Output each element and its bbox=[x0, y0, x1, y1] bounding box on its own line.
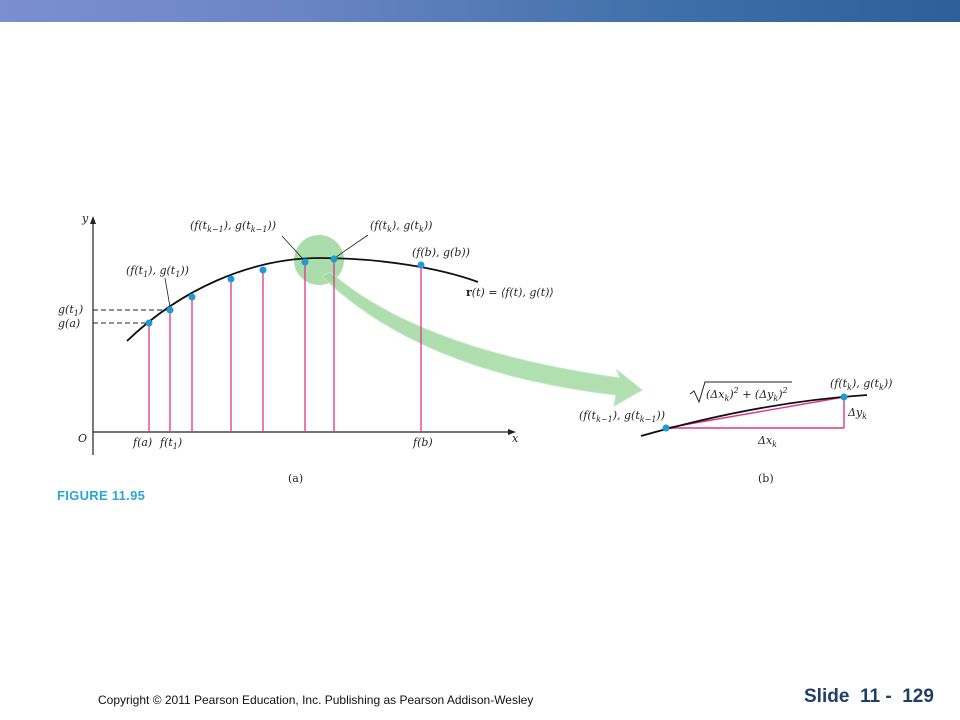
x-tick-f-t1: f(t1) bbox=[159, 436, 182, 451]
y-tick-g-t1: g(t1) bbox=[58, 303, 83, 318]
y-axis-arrowhead bbox=[90, 216, 96, 224]
copyright-text: Copyright © 2011 Pearson Education, Inc.… bbox=[98, 693, 534, 707]
caption-a: (a) bbox=[288, 472, 303, 485]
x-axis-label: x bbox=[512, 432, 519, 445]
curve-r-of-t bbox=[126, 257, 479, 342]
highlight-circle bbox=[294, 235, 344, 285]
delta-y-label: Δyk bbox=[847, 406, 867, 421]
leader-tk1 bbox=[281, 235, 304, 260]
sqrt-radical bbox=[689, 381, 792, 404]
x-tick-f-b: f(b) bbox=[412, 436, 433, 449]
chord bbox=[665, 396, 845, 429]
label-point-tk-minus-1-b: (f(tk−1), g(tk−1)) bbox=[579, 409, 665, 424]
label-point-b: (f(b), g(b)) bbox=[412, 246, 470, 259]
zoom-arrow bbox=[321, 271, 643, 407]
caption-b: (b) bbox=[758, 472, 774, 485]
y-axis-label: y bbox=[81, 212, 89, 225]
origin-label: O bbox=[78, 432, 87, 445]
x-axis-arrowhead bbox=[508, 429, 516, 435]
figure-label: FIGURE 11.95 bbox=[57, 488, 146, 503]
x-tick-f-a: f(a) bbox=[132, 436, 152, 449]
sqrt-expression: (Δxk)2 + (Δyk)2 bbox=[706, 386, 788, 403]
curve-segment bbox=[640, 394, 868, 437]
leader-tk bbox=[335, 234, 369, 258]
label-point-t1: (f(t1), g(t1)) bbox=[126, 264, 189, 279]
label-point-tk: (f(tk), g(tk)) bbox=[370, 219, 432, 234]
slide-number: Slide 11 - 129 bbox=[804, 686, 934, 707]
leader-t1 bbox=[164, 277, 171, 308]
delta-x-label: Δxk bbox=[757, 434, 777, 449]
header-bar bbox=[0, 0, 960, 22]
ordinate-segments bbox=[148, 259, 422, 432]
label-point-tk-minus-1: (f(tk−1), g(tk−1)) bbox=[190, 219, 276, 234]
point-tk-minus-1-b bbox=[662, 424, 670, 432]
curve-label: r(t) = ⟨f(t), g(t)⟩ bbox=[466, 286, 554, 299]
partition-points bbox=[145, 255, 425, 327]
point-tk-b bbox=[840, 393, 848, 401]
y-tick-g-a: g(a) bbox=[58, 317, 80, 330]
label-point-tk-b: (f(tk), g(tk)) bbox=[830, 377, 892, 392]
